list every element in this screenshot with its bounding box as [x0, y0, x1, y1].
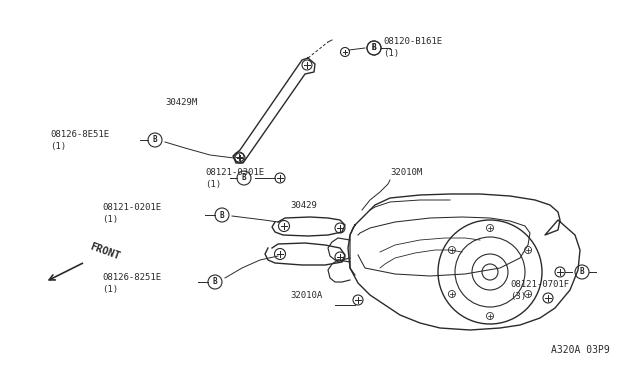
- Text: 30429: 30429: [290, 201, 317, 210]
- Text: 08126-8E51E: 08126-8E51E: [50, 130, 109, 139]
- Text: (3): (3): [510, 292, 526, 301]
- Text: (1): (1): [383, 49, 399, 58]
- Text: B: B: [372, 44, 376, 52]
- Text: (1): (1): [102, 215, 118, 224]
- Text: (1): (1): [205, 180, 221, 189]
- Text: B: B: [372, 44, 376, 52]
- Text: 08121-0201E: 08121-0201E: [102, 203, 161, 212]
- Text: B: B: [580, 267, 584, 276]
- Text: B: B: [220, 211, 224, 219]
- Text: 32010A: 32010A: [290, 291, 323, 300]
- Text: 08121-0301E: 08121-0301E: [205, 168, 264, 177]
- Text: (1): (1): [50, 142, 66, 151]
- Text: B: B: [153, 135, 157, 144]
- Text: 08121-0701F: 08121-0701F: [510, 280, 569, 289]
- Text: 32010M: 32010M: [390, 168, 422, 177]
- Text: 08126-8251E: 08126-8251E: [102, 273, 161, 282]
- Text: A320A 03P9: A320A 03P9: [551, 345, 610, 355]
- Text: B: B: [212, 278, 218, 286]
- Text: 30429M: 30429M: [165, 98, 197, 107]
- Text: 08120-B161E: 08120-B161E: [383, 37, 442, 46]
- Text: (1): (1): [102, 285, 118, 294]
- Text: B: B: [242, 173, 246, 183]
- Text: FRONT: FRONT: [88, 242, 121, 262]
